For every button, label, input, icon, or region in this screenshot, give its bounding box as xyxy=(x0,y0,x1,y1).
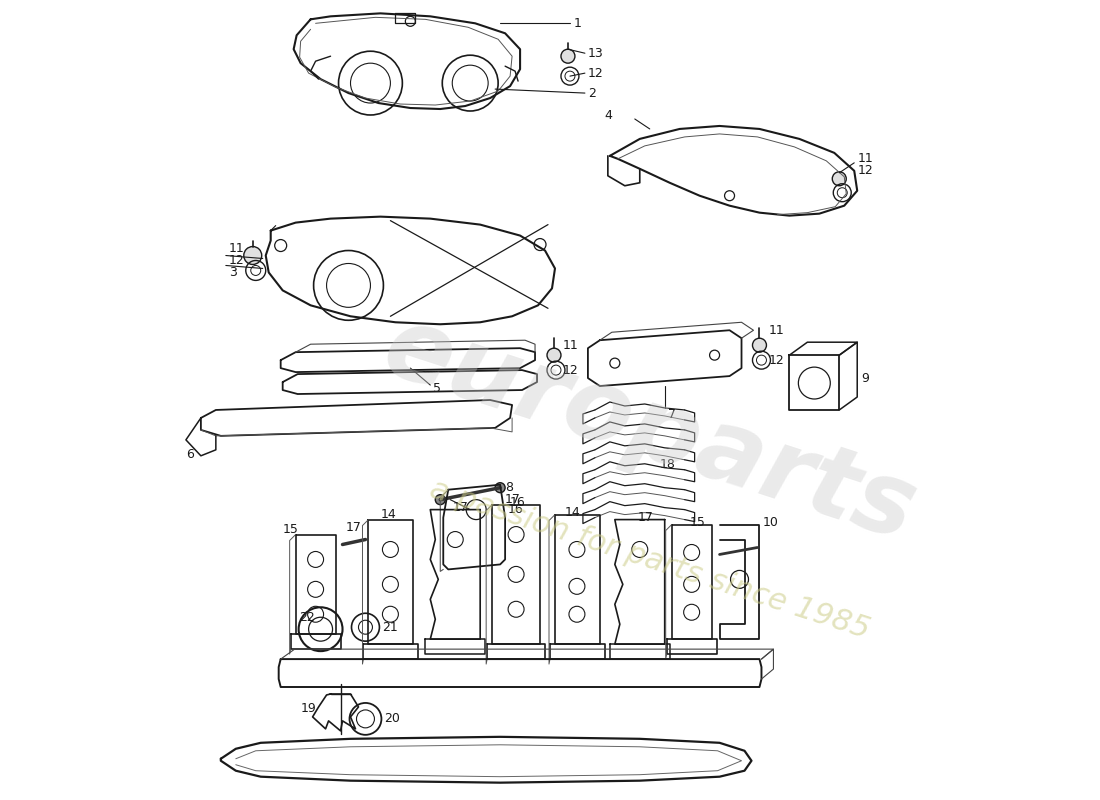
Text: 18: 18 xyxy=(660,458,675,471)
Text: 22: 22 xyxy=(298,610,315,624)
Text: 11: 11 xyxy=(563,338,579,352)
Text: 16: 16 xyxy=(508,503,524,516)
Text: 17: 17 xyxy=(638,511,653,524)
Text: 1: 1 xyxy=(574,17,582,30)
Text: 8: 8 xyxy=(505,481,513,494)
Text: 17: 17 xyxy=(505,493,521,506)
Text: 11: 11 xyxy=(229,242,244,255)
Circle shape xyxy=(752,338,767,352)
Circle shape xyxy=(436,494,446,505)
Circle shape xyxy=(244,246,262,265)
Text: 12: 12 xyxy=(587,66,604,80)
Text: 20: 20 xyxy=(384,712,400,726)
Text: 4: 4 xyxy=(605,110,613,122)
Text: a passion for parts since 1985: a passion for parts since 1985 xyxy=(426,474,873,645)
Text: 17: 17 xyxy=(345,521,362,534)
Circle shape xyxy=(495,482,505,493)
Text: 12: 12 xyxy=(769,354,784,366)
Text: 3: 3 xyxy=(229,266,236,279)
Text: 6: 6 xyxy=(186,448,194,462)
Text: europarts: europarts xyxy=(372,298,927,562)
Text: 11: 11 xyxy=(857,152,873,166)
Text: 5: 5 xyxy=(433,382,441,394)
Text: 7: 7 xyxy=(668,409,675,422)
Text: 10: 10 xyxy=(762,516,779,529)
Text: 9: 9 xyxy=(861,371,869,385)
Text: 13: 13 xyxy=(587,46,604,60)
Circle shape xyxy=(561,50,575,63)
Text: 14: 14 xyxy=(565,506,581,519)
Text: 11: 11 xyxy=(769,324,784,337)
Text: 19: 19 xyxy=(300,702,317,715)
Text: 15: 15 xyxy=(690,516,705,529)
Text: 17: 17 xyxy=(452,501,469,514)
Text: 16: 16 xyxy=(510,496,526,509)
Circle shape xyxy=(833,172,846,186)
Text: 21: 21 xyxy=(383,621,398,634)
Text: 2: 2 xyxy=(587,86,596,99)
Text: 15: 15 xyxy=(283,523,298,536)
Text: 14: 14 xyxy=(381,508,396,521)
Text: 12: 12 xyxy=(857,164,873,178)
Text: 12: 12 xyxy=(229,254,244,267)
Circle shape xyxy=(547,348,561,362)
Text: 12: 12 xyxy=(563,364,579,377)
